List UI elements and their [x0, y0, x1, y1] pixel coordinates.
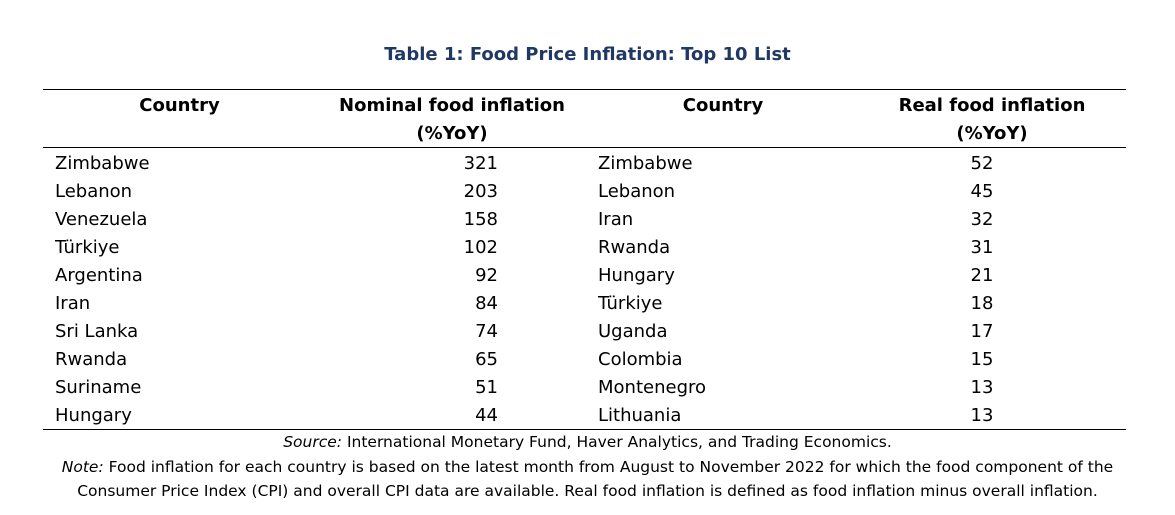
header-country-real: Country: [682, 95, 764, 116]
real-inflation-cell: 15: [970, 348, 994, 370]
nominal-country-cell: Suriname: [55, 376, 142, 398]
table-top-rule: [43, 89, 1126, 90]
table-bottom-rule: [43, 429, 1126, 430]
real-country-cell: Uganda: [598, 320, 668, 342]
table-row: Türkiye 102 Rwanda 31: [43, 233, 1126, 261]
table-row: Sri Lanka 74 Uganda 17: [43, 317, 1126, 345]
header-country-nominal: Country: [139, 95, 220, 116]
note-text-continued: Consumer Price Index (CPI) and overall C…: [77, 482, 1098, 500]
table-row: Rwanda 65 Colombia 15: [43, 345, 1126, 373]
real-inflation-cell: 21: [970, 264, 994, 286]
real-country-cell: Colombia: [598, 348, 683, 370]
source-note: Source: International Monetary Fund, Hav…: [0, 430, 1175, 455]
nominal-inflation-cell: 158: [463, 208, 498, 230]
table-row: Argentina 92 Hungary 21: [43, 261, 1126, 289]
real-inflation-cell: 45: [970, 180, 994, 202]
nominal-country-cell: Zimbabwe: [55, 152, 150, 174]
real-country-cell: Türkiye: [598, 292, 663, 314]
table-row: Hungary 44 Lithuania 13: [43, 401, 1126, 429]
nominal-inflation-cell: 203: [463, 180, 498, 202]
real-inflation-cell: 52: [970, 152, 994, 174]
table-body: Zimbabwe 321 Zimbabwe 52 Lebanon 203 Lebanon 45…: [43, 148, 1126, 429]
note-label: Note:: [61, 457, 104, 476]
nominal-inflation-cell: 51: [475, 376, 498, 398]
table-header-row: Country Nominal food inflation (%YoY) Co…: [43, 90, 1126, 147]
nominal-inflation-cell: 102: [463, 236, 498, 258]
table-row: Lebanon 203 Lebanon 45: [43, 177, 1126, 205]
nominal-country-cell: Iran: [55, 292, 91, 314]
note-line-1: Note: Food inflation for each country is…: [0, 455, 1175, 480]
real-country-cell: Hungary: [598, 264, 675, 286]
note-line-2: Consumer Price Index (CPI) and overall C…: [0, 479, 1175, 504]
real-inflation-cell: 13: [970, 376, 994, 398]
food-inflation-table: Country Nominal food inflation (%YoY) Co…: [43, 89, 1126, 430]
real-inflation-cell: 13: [970, 404, 994, 426]
nominal-inflation-cell: 74: [475, 320, 498, 342]
real-inflation-cell: 17: [970, 320, 994, 342]
nominal-inflation-cell: 84: [475, 292, 498, 314]
table-header-rule: [43, 147, 1126, 148]
nominal-country-cell: Venezuela: [55, 208, 148, 230]
real-inflation-cell: 18: [970, 292, 994, 314]
nominal-inflation-cell: 65: [475, 348, 498, 370]
real-country-cell: Rwanda: [598, 236, 671, 258]
note-text: Food inflation for each country is based…: [103, 457, 1114, 476]
nominal-inflation-cell: 321: [463, 152, 498, 174]
real-country-cell: Lithuania: [598, 404, 682, 426]
nominal-country-cell: Türkiye: [55, 236, 120, 258]
real-country-cell: Montenegro: [598, 376, 707, 398]
header-real-food-inflation: Real food inflation (%YoY): [898, 95, 1086, 144]
real-country-cell: Lebanon: [598, 180, 676, 202]
table-footnotes: Source: International Monetary Fund, Hav…: [0, 430, 1175, 504]
real-country-cell: Iran: [598, 208, 634, 230]
nominal-country-cell: Lebanon: [55, 180, 133, 202]
real-inflation-cell: 32: [970, 208, 994, 230]
nominal-country-cell: Sri Lanka: [55, 320, 139, 342]
table-row: Suriname 51 Montenegro 13: [43, 373, 1126, 401]
nominal-country-cell: Argentina: [55, 264, 143, 286]
table-title: Table 1: Food Price Inflation: Top 10 Li…: [384, 44, 791, 65]
table-row: Venezuela 158 Iran 32: [43, 205, 1126, 233]
nominal-inflation-cell: 92: [475, 264, 498, 286]
table-row: Iran 84 Türkiye 18: [43, 289, 1126, 317]
source-text: International Monetary Fund, Haver Analy…: [342, 433, 892, 451]
table-row: Zimbabwe 321 Zimbabwe 52: [43, 149, 1126, 177]
real-country-cell: Zimbabwe: [598, 152, 693, 174]
nominal-country-cell: Rwanda: [55, 348, 128, 370]
real-inflation-cell: 31: [970, 236, 994, 258]
nominal-inflation-cell: 44: [475, 404, 498, 426]
header-nominal-food-inflation: Nominal food inflation (%YoY): [339, 95, 565, 144]
source-label: Source:: [283, 433, 343, 451]
nominal-country-cell: Hungary: [55, 404, 132, 426]
